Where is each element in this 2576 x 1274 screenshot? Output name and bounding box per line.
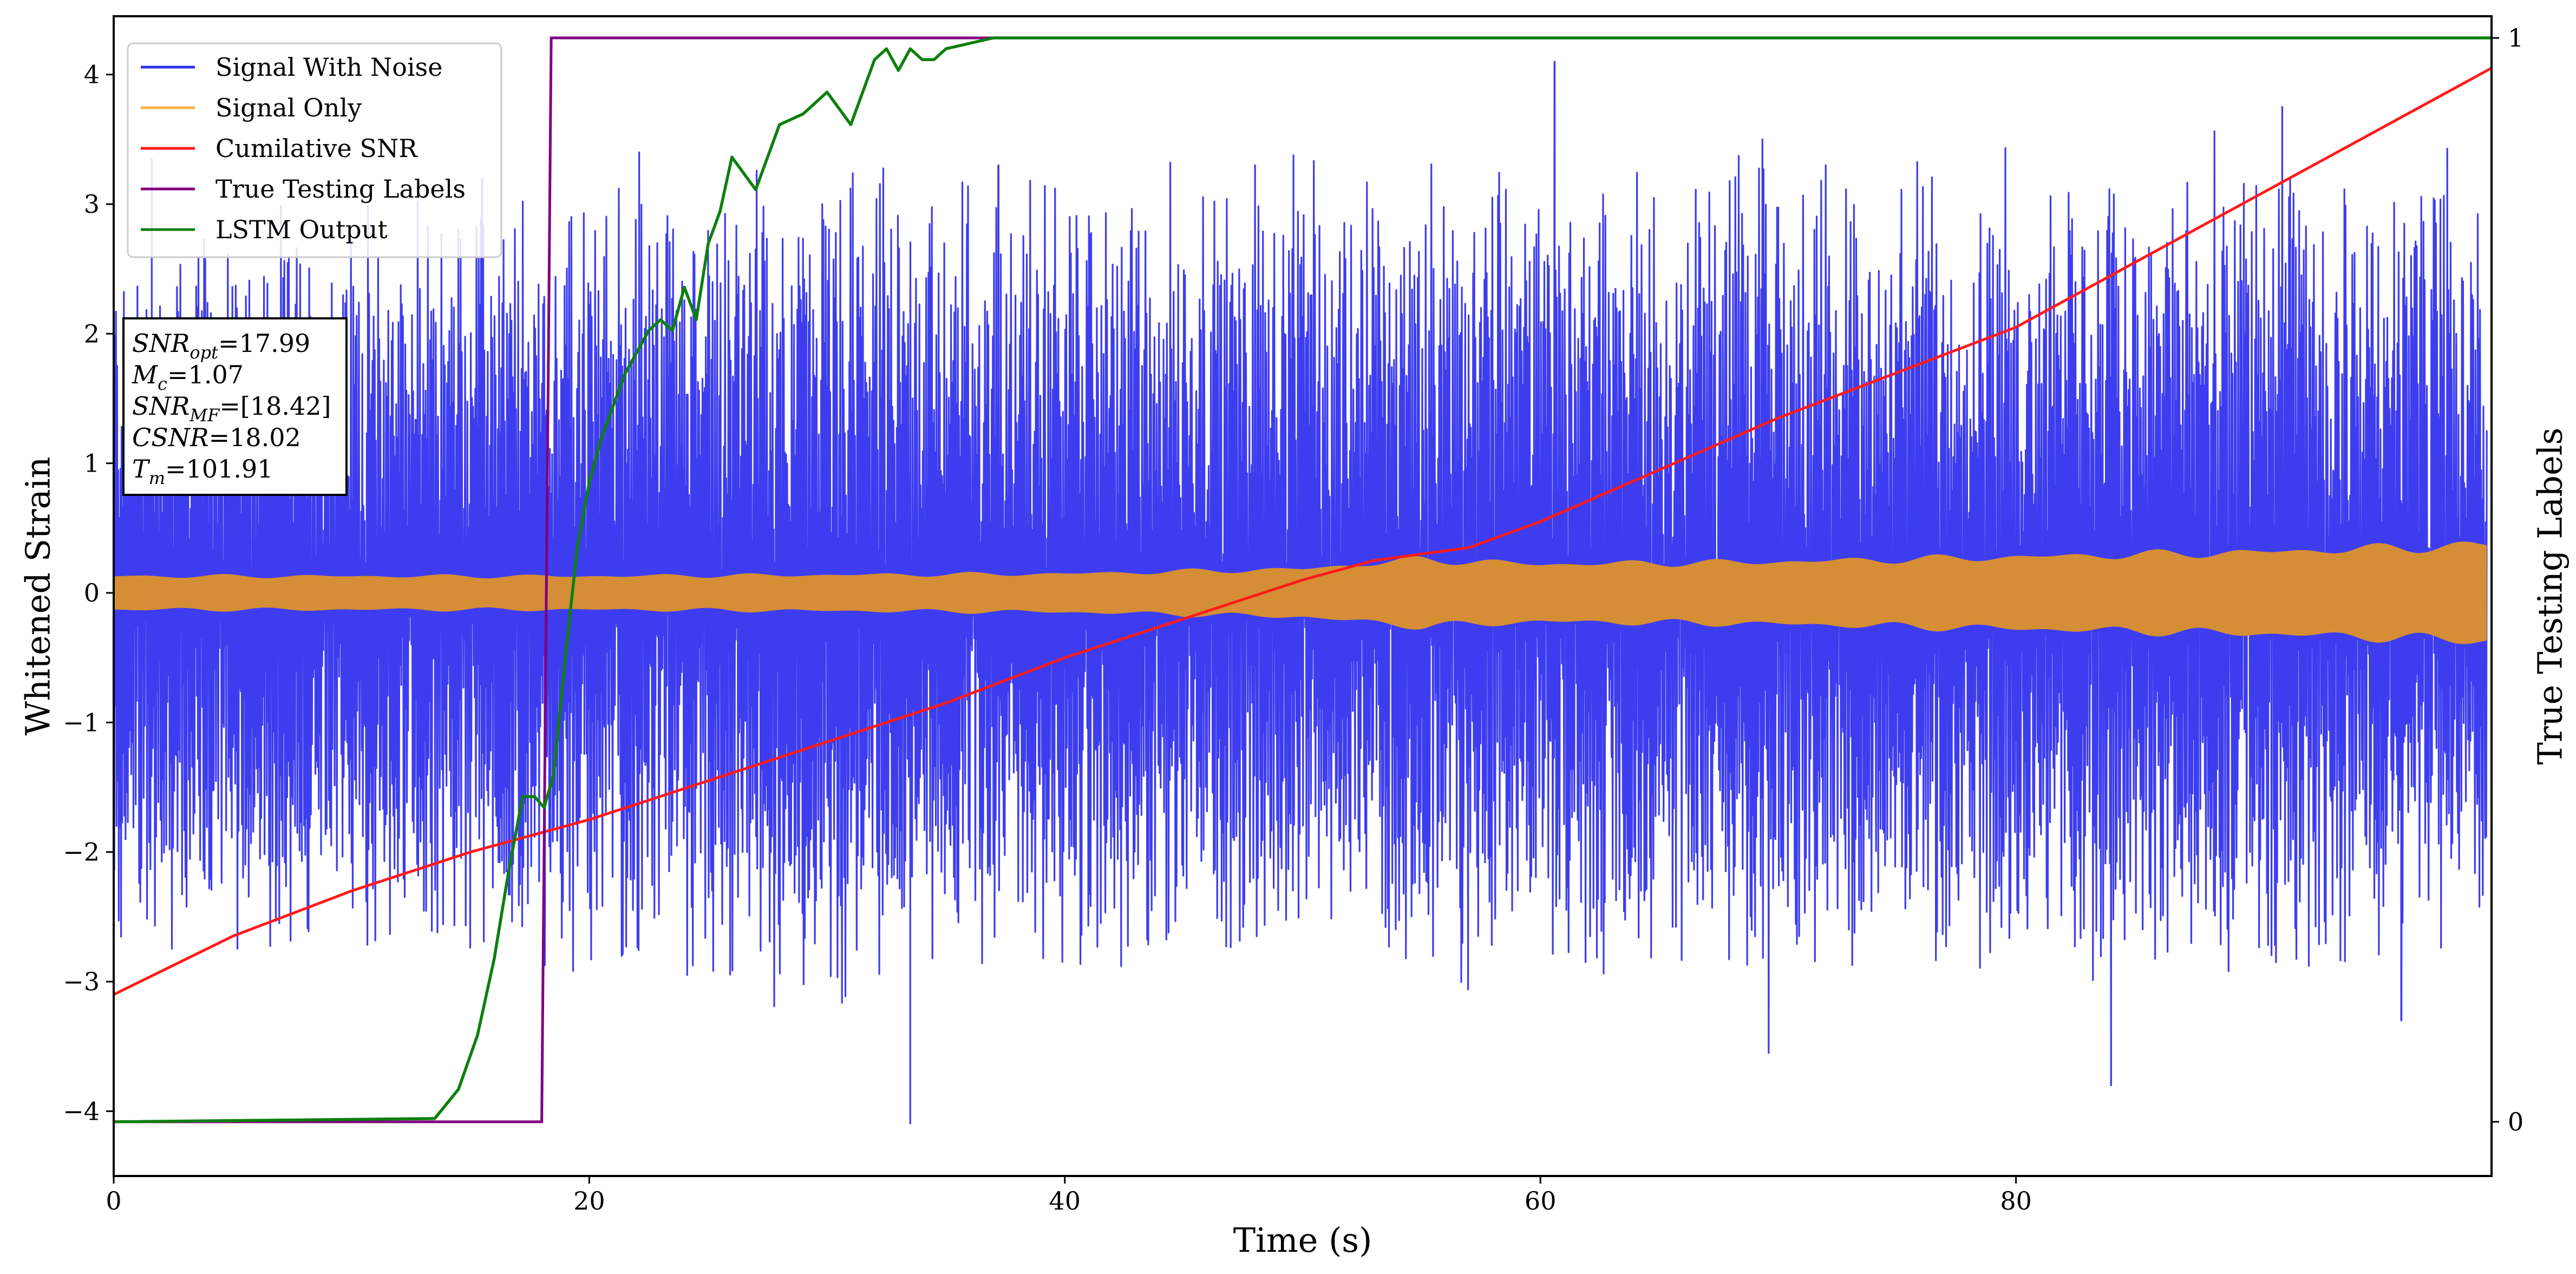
legend-box <box>127 42 502 258</box>
legend: Signal With Noise Signal Only Cumilative S… <box>127 42 502 258</box>
y-tick-label: −3 <box>63 967 100 996</box>
stats-annotation: SNRopt=17.99Mc=1.07SNRMF=[18.42]CSNR=18.… <box>122 317 348 496</box>
annotation-line: SNRMF=[18.42] <box>132 391 331 426</box>
y-tick-label: 0 <box>84 578 100 607</box>
annotation-line: Mc=1.07 <box>132 360 244 394</box>
plot-frame <box>113 15 2493 1177</box>
y-tick-label: −2 <box>63 838 100 867</box>
x-tick-label: 80 <box>2000 1186 2032 1216</box>
y-axis-title: Whitened Strain <box>18 457 58 736</box>
annotation-line: CSNR=18.02 <box>132 423 301 452</box>
x-tick-label: 0 <box>106 1186 121 1216</box>
annotation-line: Tm=101.91 <box>132 454 273 488</box>
annotation-box <box>122 317 348 496</box>
x-tick-label: 20 <box>573 1186 605 1216</box>
x-tick-label: 40 <box>1049 1186 1081 1216</box>
legend-label: Signal With Noise <box>215 53 442 82</box>
series-lstm-output <box>114 36 2492 1123</box>
plot-area <box>114 36 2492 1125</box>
y-tick-label: −4 <box>63 1096 100 1126</box>
annotation-line: SNRopt=17.99 <box>132 329 310 363</box>
x-axis-title: Time (s) <box>1233 1220 1372 1260</box>
legend-label: LSTM Output <box>215 215 388 244</box>
x-tick-label: 60 <box>1525 1186 1557 1216</box>
y-right-tick-label: 0 <box>2508 1107 2523 1136</box>
y-tick-label: −1 <box>63 708 100 737</box>
y-right-axis-title: True Testing Labels <box>2531 428 2570 765</box>
y-tick-label: 3 <box>84 190 100 219</box>
y-tick-label: 1 <box>84 449 100 478</box>
y-tick-label: 4 <box>84 60 100 89</box>
y-tick-label: 2 <box>84 319 100 348</box>
y-right-tick-label: 1 <box>2508 23 2523 53</box>
legend-label: Signal Only <box>215 93 362 122</box>
series-signal-only <box>114 541 2487 644</box>
series-cumilative-snr <box>114 67 2492 996</box>
legend-label: True Testing Labels <box>215 174 466 204</box>
legend-label: Cumilative SNR <box>215 134 418 163</box>
